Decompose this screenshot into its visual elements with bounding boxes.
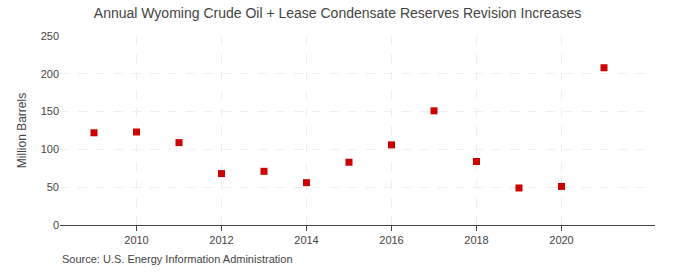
svg-text:Million Barrels: Million Barrels	[15, 93, 29, 168]
svg-text:250: 250	[41, 30, 59, 42]
svg-text:200: 200	[41, 68, 59, 80]
svg-text:50: 50	[47, 181, 59, 193]
svg-text:2016: 2016	[379, 234, 403, 246]
svg-text:150: 150	[41, 105, 59, 117]
svg-text:2014: 2014	[294, 234, 318, 246]
svg-text:100: 100	[41, 143, 59, 155]
svg-text:2010: 2010	[124, 234, 148, 246]
svg-text:0: 0	[53, 219, 59, 231]
svg-text:2018: 2018	[464, 234, 488, 246]
svg-text:Source: U.S. Energy Informatio: Source: U.S. Energy Information Administ…	[62, 253, 293, 265]
svg-text:2012: 2012	[209, 234, 233, 246]
svg-text:2020: 2020	[549, 234, 573, 246]
svg-text:Annual Wyoming Crude Oil + Lea: Annual Wyoming Crude Oil + Lease Condens…	[94, 5, 581, 21]
